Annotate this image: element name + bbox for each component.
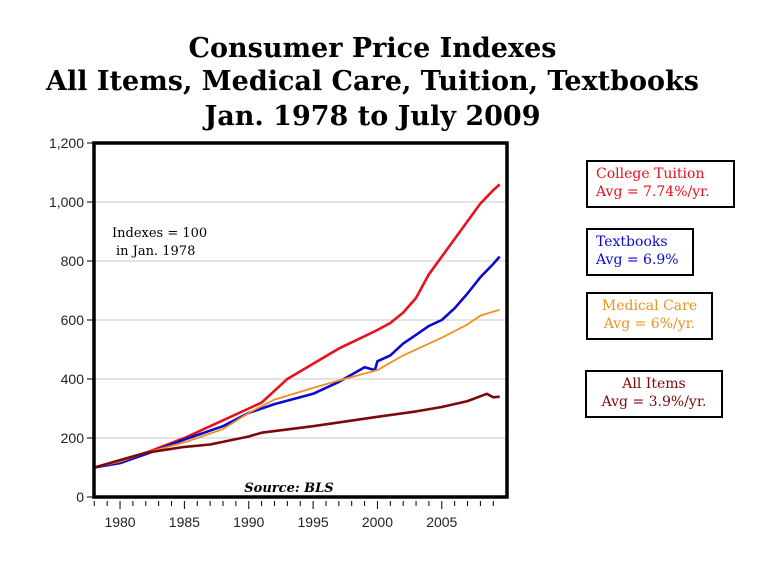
y-tick-label: 800 xyxy=(61,253,85,269)
legend-all-items: All Items Avg = 3.9%/yr. xyxy=(585,370,723,418)
y-tick-label: 600 xyxy=(61,312,85,328)
legend-avg: Avg = 3.9%/yr. xyxy=(601,394,707,410)
legend-avg: Avg = 6.9% xyxy=(596,252,679,268)
chart-title-line-3: Jan. 1978 to July 2009 xyxy=(204,101,541,132)
plot-frame xyxy=(92,141,509,499)
y-tick-label: 200 xyxy=(61,430,85,446)
legend-college-tuition: College Tuition Avg = 7.74%/yr. xyxy=(586,160,735,208)
legend-label: College Tuition xyxy=(596,166,705,182)
annotation-source: Source: BLS xyxy=(244,481,333,496)
x-tick-label: 2005 xyxy=(426,514,457,530)
legend-medical-care: Medical Care Avg = 6%/yr. xyxy=(586,292,713,340)
y-tick-label: 1,200 xyxy=(49,135,84,151)
y-tick-label: 1,000 xyxy=(49,194,84,210)
legend-avg: Avg = 6%/yr. xyxy=(603,316,696,332)
annotation-index-note: Indexes = 100 xyxy=(112,226,207,241)
series-line-medical-care xyxy=(94,308,500,469)
y-tick-label: 400 xyxy=(61,371,85,387)
legend-label: Medical Care xyxy=(601,298,698,314)
legend-label: All Items xyxy=(622,376,686,392)
annotation-index-note: in Jan. 1978 xyxy=(116,244,195,259)
x-tick-label: 2000 xyxy=(362,514,393,530)
y-tick-label: 0 xyxy=(76,489,84,505)
x-tick-label: 1980 xyxy=(104,514,135,530)
chart-title-line-1: Consumer Price Indexes xyxy=(188,33,557,64)
series-line-textbooks xyxy=(94,255,501,469)
legend-textbooks: Textbooks Avg = 6.9% xyxy=(586,228,694,276)
chart-title-line-2: All Items, Medical Care, Tuition, Textbo… xyxy=(46,66,699,97)
legend-avg: Avg = 7.74%/yr. xyxy=(596,184,710,200)
legend-label: Textbooks xyxy=(596,234,668,250)
series-line-college-tuition xyxy=(94,183,501,469)
series-line-all-items xyxy=(93,392,500,469)
x-tick-label: 1985 xyxy=(169,514,200,530)
x-tick-label: 1995 xyxy=(298,514,329,530)
x-tick-label: 1990 xyxy=(233,514,264,530)
